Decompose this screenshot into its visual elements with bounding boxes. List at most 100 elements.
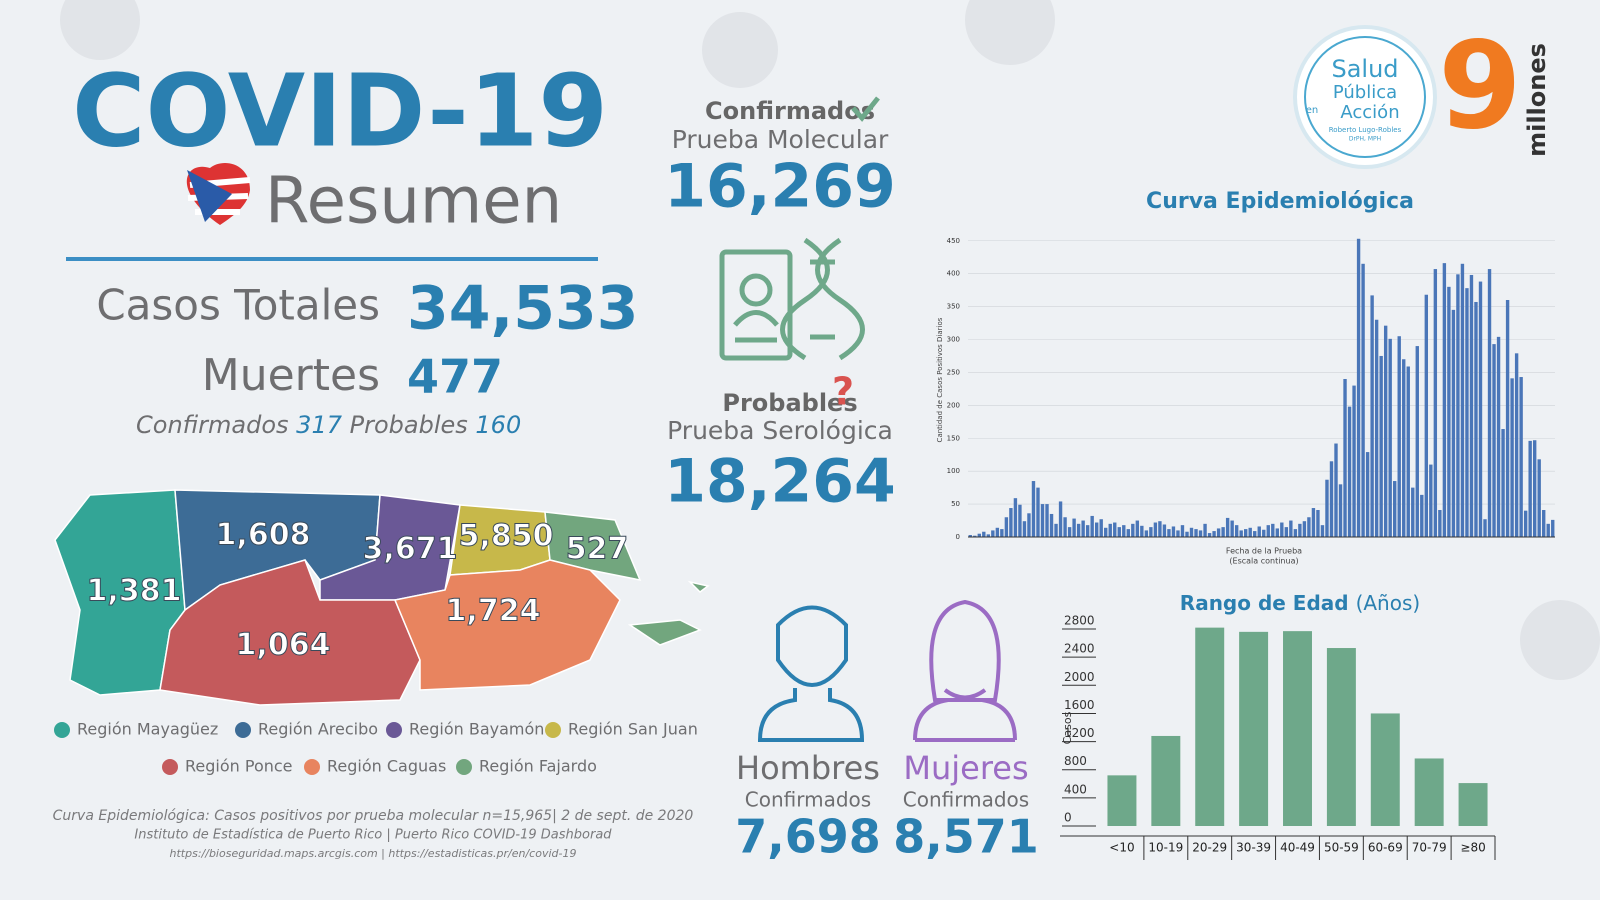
bar: [1107, 775, 1137, 826]
bar: [1298, 523, 1302, 537]
charts: 0 50 100 150 200 250 300 350 400 450 0 400 800 1200 16…: [947, 237, 1555, 860]
bar: [1126, 529, 1130, 537]
bar: [1442, 263, 1447, 537]
region-value: 527: [566, 532, 629, 567]
bar: [1189, 527, 1194, 537]
legend-label: Región Caguas: [327, 757, 446, 776]
y-tick-label: 400: [947, 270, 960, 278]
bar: [1049, 513, 1054, 537]
bar: [1221, 527, 1225, 537]
bar: [1280, 522, 1284, 537]
bar: [986, 534, 991, 537]
bar: [1406, 366, 1410, 537]
x-tick-label: 30-39: [1236, 841, 1271, 855]
bar: [968, 535, 972, 537]
probables-value: 160: [475, 411, 521, 439]
y-tick-label: 350: [947, 303, 960, 311]
x-tick-label: 70-79: [1412, 841, 1447, 855]
bar: [1266, 525, 1270, 537]
bar: [1031, 481, 1036, 537]
bar: [1451, 309, 1456, 537]
muertes-value: 477: [407, 350, 503, 404]
hombres-sublabel: Confirmados: [745, 788, 871, 812]
legend-label: Región San Juan: [568, 720, 698, 739]
y-tick-label: 150: [947, 434, 960, 442]
bar: [1501, 429, 1505, 537]
bar: [1537, 459, 1541, 537]
x-tick-label: 40-49: [1280, 841, 1315, 855]
bar: [1483, 519, 1487, 537]
bar: [1018, 504, 1022, 537]
bar: [1013, 498, 1018, 537]
region-value: 1,064: [236, 628, 331, 663]
bar: [1113, 522, 1117, 537]
bar: [1081, 520, 1085, 537]
region-value: 1,381: [87, 574, 182, 609]
bar: [1153, 522, 1158, 537]
bar: [1140, 525, 1144, 537]
bar: [1352, 385, 1356, 537]
bar: [1420, 494, 1424, 537]
bar: [973, 535, 977, 537]
bar: [1040, 504, 1045, 537]
casos-label: Casos Totales: [96, 281, 380, 330]
y-tick-label: 0: [1064, 811, 1072, 825]
probables-label: Probables: [350, 411, 468, 439]
confirmados-label: Confirmados: [136, 411, 289, 439]
virus-decor: [60, 0, 1600, 680]
bar: [1447, 286, 1451, 537]
bar: [1460, 263, 1465, 537]
bar: [1311, 508, 1316, 537]
breakdown: Confirmados 317 Probables 160: [136, 411, 521, 439]
x-axis-sublabel: (Escala continua): [1229, 557, 1298, 566]
legend-swatch: [456, 759, 472, 775]
bar: [1194, 529, 1198, 537]
bar: [1528, 440, 1532, 537]
molecular-value: 16,269: [664, 152, 896, 222]
legend-label: Región Fajardo: [479, 757, 597, 776]
bar: [1289, 520, 1293, 537]
bar: [1212, 531, 1216, 537]
bar: [1383, 325, 1388, 537]
bar: [1117, 527, 1121, 537]
y-tick-label: 450: [947, 237, 960, 245]
molecular-label: Confirmados: [705, 97, 875, 125]
bar: [1027, 513, 1031, 537]
bar: [1505, 300, 1510, 537]
chart-title-suffix: (Años): [1356, 591, 1421, 615]
y-tick-label: 200: [947, 401, 960, 409]
x-tick-label: 60-69: [1368, 841, 1403, 855]
bar: [1108, 523, 1112, 537]
bar: [1244, 529, 1248, 537]
bar: [1302, 521, 1307, 537]
bar: [1469, 274, 1474, 537]
logo-line: Pública: [1333, 82, 1397, 103]
y-tick-label: 0: [956, 533, 960, 541]
footer-line: Curva Epidemiológica: Casos positivos po…: [53, 808, 694, 824]
bar: [1257, 526, 1261, 537]
bar: [1474, 301, 1478, 537]
bar: [1347, 406, 1352, 537]
check-icon: [851, 96, 880, 122]
bar: [1487, 269, 1492, 537]
footer: Curva Epidemiológica: Casos positivos po…: [53, 808, 694, 860]
muertes-label: Muertes: [202, 350, 380, 401]
footer-line: https://bioseguridad.maps.arcgis.com | h…: [170, 847, 577, 860]
bar: [1099, 519, 1103, 537]
region-value: 1,608: [216, 518, 311, 553]
x-tick-label: <10: [1109, 841, 1134, 855]
bar: [1239, 631, 1269, 826]
legend-swatch: [545, 722, 561, 738]
bar: [1072, 518, 1076, 537]
molecular-sublabel: Prueba Molecular: [672, 125, 889, 154]
bar: [1458, 783, 1488, 826]
bar: [1523, 510, 1528, 537]
bar: [1158, 521, 1162, 537]
bar: [995, 527, 1000, 537]
bar: [1365, 452, 1370, 537]
bar: [1149, 527, 1153, 537]
y-tick-label: 250: [947, 368, 960, 376]
legend-label: Región Bayamón: [409, 720, 544, 739]
bar: [982, 531, 986, 537]
bar: [1036, 487, 1040, 537]
